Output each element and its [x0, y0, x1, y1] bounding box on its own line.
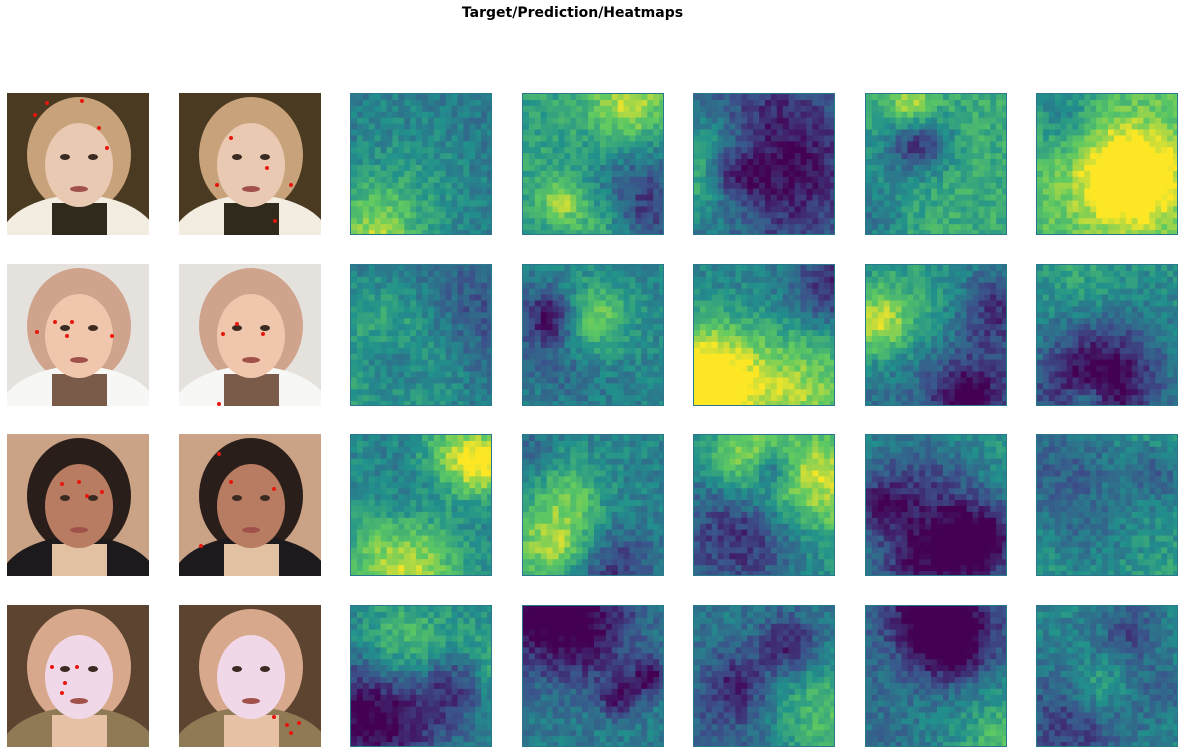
landmark-point — [289, 183, 293, 187]
heatmap-image — [522, 605, 664, 747]
landmark-point — [105, 146, 109, 150]
landmark-point — [273, 219, 277, 223]
heatmap-canvas — [523, 265, 663, 405]
face-photo-canvas — [7, 264, 149, 406]
figure-title: Target/Prediction/Heatmaps — [461, 5, 684, 21]
heatmap-image — [522, 434, 664, 576]
landmark-point — [70, 320, 74, 324]
landmark-point — [221, 332, 225, 336]
heatmap-canvas — [866, 606, 1006, 746]
heatmap-canvas — [523, 94, 663, 234]
face-photo-canvas — [7, 434, 149, 576]
heatmap-canvas — [351, 435, 491, 575]
heatmap-canvas — [866, 94, 1006, 234]
landmark-point — [80, 99, 84, 103]
heatmap-image — [1036, 93, 1178, 235]
face-photo-canvas — [7, 93, 149, 235]
heatmap-image — [865, 93, 1007, 235]
heatmap-canvas — [866, 265, 1006, 405]
landmark-point — [229, 480, 233, 484]
landmark-point — [289, 731, 293, 735]
landmark-point — [272, 487, 276, 491]
landmark-point — [50, 665, 54, 669]
heatmap-image — [522, 93, 664, 235]
landmark-point — [33, 113, 37, 117]
target-image — [7, 434, 149, 576]
heatmap-image — [865, 264, 1007, 406]
heatmap-image — [1036, 605, 1178, 747]
prediction-image — [179, 264, 321, 406]
target-image — [7, 93, 149, 235]
landmark-point — [53, 320, 57, 324]
landmark-point — [45, 101, 49, 105]
target-image — [7, 605, 149, 747]
prediction-image — [179, 93, 321, 235]
heatmap-canvas — [1037, 94, 1177, 234]
face-photo-canvas — [179, 434, 321, 576]
heatmap-image — [865, 434, 1007, 576]
heatmap-canvas — [351, 94, 491, 234]
landmark-point — [60, 691, 64, 695]
heatmap-image — [350, 434, 492, 576]
heatmap-canvas — [694, 435, 834, 575]
heatmap-image — [1036, 434, 1178, 576]
landmark-point — [63, 681, 67, 685]
landmark-point — [285, 723, 289, 727]
landmark-point — [217, 452, 221, 456]
heatmap-canvas — [1037, 606, 1177, 746]
landmark-point — [261, 332, 265, 336]
landmark-point — [65, 334, 69, 338]
heatmap-image — [693, 434, 835, 576]
heatmap-image — [865, 605, 1007, 747]
heatmap-image — [693, 605, 835, 747]
heatmap-image — [350, 605, 492, 747]
landmark-point — [272, 715, 276, 719]
heatmap-image — [522, 264, 664, 406]
landmark-point — [110, 334, 114, 338]
heatmap-canvas — [351, 265, 491, 405]
heatmap-image — [693, 264, 835, 406]
face-photo-canvas — [179, 605, 321, 747]
heatmap-canvas — [351, 606, 491, 746]
landmark-point — [265, 166, 269, 170]
landmark-point — [77, 480, 81, 484]
prediction-image — [179, 605, 321, 747]
target-image — [7, 264, 149, 406]
landmark-point — [97, 126, 101, 130]
landmark-point — [35, 330, 39, 334]
landmark-point — [85, 494, 89, 498]
prediction-image — [179, 434, 321, 576]
heatmap-canvas — [694, 94, 834, 234]
heatmap-canvas — [694, 606, 834, 746]
landmark-point — [229, 136, 233, 140]
landmark-point — [235, 322, 239, 326]
heatmap-canvas — [523, 435, 663, 575]
heatmap-canvas — [866, 435, 1006, 575]
face-photo-canvas — [7, 605, 149, 747]
heatmap-canvas — [523, 606, 663, 746]
heatmap-image — [350, 93, 492, 235]
landmark-point — [60, 482, 64, 486]
heatmap-image — [350, 264, 492, 406]
landmark-point — [75, 665, 79, 669]
heatmap-canvas — [1037, 435, 1177, 575]
heatmap-image — [693, 93, 835, 235]
landmark-point — [217, 402, 221, 406]
landmark-point — [215, 183, 219, 187]
heatmap-canvas — [1037, 265, 1177, 405]
face-photo-canvas — [179, 93, 321, 235]
heatmap-image — [1036, 264, 1178, 406]
face-photo-canvas — [179, 264, 321, 406]
landmark-point — [199, 544, 203, 548]
landmark-point — [297, 721, 301, 725]
heatmap-canvas — [694, 265, 834, 405]
landmark-point — [100, 490, 104, 494]
